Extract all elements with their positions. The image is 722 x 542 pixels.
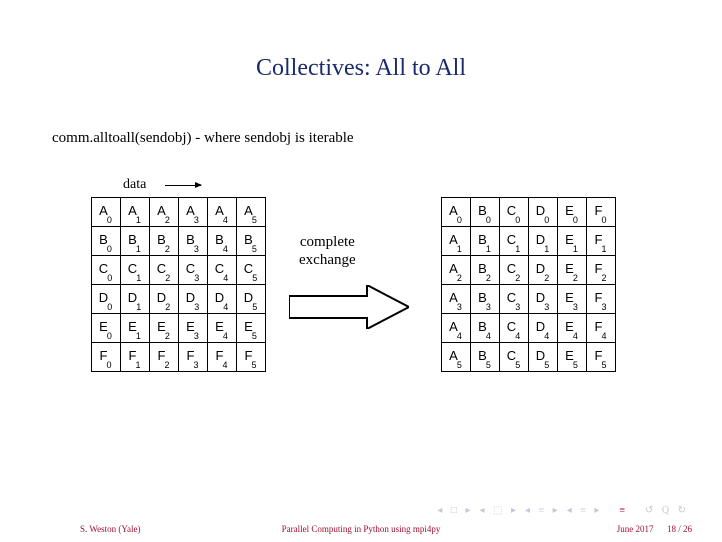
data-arrow-icon xyxy=(165,185,201,186)
grid-cell: F1 xyxy=(587,227,616,256)
grid-cell: F5 xyxy=(587,343,616,372)
grid-cell: C5 xyxy=(500,343,529,372)
grid-cell: B3 xyxy=(471,285,500,314)
grid-cell: D1 xyxy=(121,285,150,314)
grid-cell: D1 xyxy=(529,227,558,256)
grid-cell: D3 xyxy=(529,285,558,314)
grid-cell: B4 xyxy=(208,227,237,256)
grid-cell: E0 xyxy=(92,314,121,343)
grid-cell: C3 xyxy=(500,285,529,314)
grid-cell: F2 xyxy=(150,343,179,372)
grid-cell: D4 xyxy=(208,285,237,314)
exchange-arrow-icon xyxy=(289,285,409,329)
grid-cell: F2 xyxy=(587,256,616,285)
grid-cell: F1 xyxy=(121,343,150,372)
footer-center: Parallel Computing in Python using mpi4p… xyxy=(0,524,722,534)
footer-page: 18 / 26 xyxy=(667,524,692,534)
grid-cell: F0 xyxy=(587,198,616,227)
nav-icons: ◂ □ ▸◂ ⬚ ▸◂ ≡ ▸◂ ≡ ▸ ≡ ↺ Q ↻ xyxy=(434,505,692,516)
grid-cell: F3 xyxy=(587,285,616,314)
grid-cell: A1 xyxy=(121,198,150,227)
diagram: data A0A1A2A3A4A5B0B1B2B3B4B5C0C1C2C3C4C… xyxy=(61,177,661,437)
grid-cell: D2 xyxy=(529,256,558,285)
grid-cell: F0 xyxy=(92,343,121,372)
grid-cell: C0 xyxy=(500,198,529,227)
grid-cell: C4 xyxy=(500,314,529,343)
grid-cell: E4 xyxy=(208,314,237,343)
grid-cell: B5 xyxy=(237,227,266,256)
grid-cell: A4 xyxy=(208,198,237,227)
grid-cell: C2 xyxy=(150,256,179,285)
grid-cell: F3 xyxy=(179,343,208,372)
grid-cell: B2 xyxy=(150,227,179,256)
grid-cell: A1 xyxy=(442,227,471,256)
grid-cell: B1 xyxy=(471,227,500,256)
grid-cell: A2 xyxy=(442,256,471,285)
grid-cell: B5 xyxy=(471,343,500,372)
grid-cell: D5 xyxy=(529,343,558,372)
grid-cell: D0 xyxy=(92,285,121,314)
grid-cell: B0 xyxy=(471,198,500,227)
footer-date: June 2017 xyxy=(617,524,654,534)
grid-cell: D2 xyxy=(150,285,179,314)
footer-right: June 2017 18 / 26 xyxy=(617,524,692,534)
grid-cell: D0 xyxy=(529,198,558,227)
grid-cell: E0 xyxy=(558,198,587,227)
grid-cell: B3 xyxy=(179,227,208,256)
grid-cell: B0 xyxy=(92,227,121,256)
grid-cell: A0 xyxy=(442,198,471,227)
grid-cell: C3 xyxy=(179,256,208,285)
grid-cell: A2 xyxy=(150,198,179,227)
grid-cell: F5 xyxy=(237,343,266,372)
grid-cell: F4 xyxy=(208,343,237,372)
slide-description: comm.alltoall(sendobj) - where sendobj i… xyxy=(50,130,672,147)
data-label: data xyxy=(123,177,146,193)
grid-cell: D3 xyxy=(179,285,208,314)
grid-cell: A0 xyxy=(92,198,121,227)
grid-cell: E2 xyxy=(558,256,587,285)
grid-cell: B4 xyxy=(471,314,500,343)
footer: S. Weston (Yale) Parallel Computing in P… xyxy=(0,518,722,536)
slide: Collectives: All to All comm.alltoall(se… xyxy=(0,0,722,542)
grid-cell: B2 xyxy=(471,256,500,285)
grid-cell: C4 xyxy=(208,256,237,285)
grid-cell: A5 xyxy=(442,343,471,372)
exchange-label: complete exchange xyxy=(299,233,356,269)
grid-cell: B1 xyxy=(121,227,150,256)
slide-title: Collectives: All to All xyxy=(50,55,672,82)
grid-cell: F4 xyxy=(587,314,616,343)
grid-cell: A3 xyxy=(179,198,208,227)
grid-cell: C1 xyxy=(500,227,529,256)
grid-cell: C1 xyxy=(121,256,150,285)
grid-cell: E4 xyxy=(558,314,587,343)
grid-cell: E1 xyxy=(558,227,587,256)
grid-cell: C0 xyxy=(92,256,121,285)
exchange-label-line2: exchange xyxy=(299,252,356,268)
grid-cell: A3 xyxy=(442,285,471,314)
grid-cell: C2 xyxy=(500,256,529,285)
grid-cell: D4 xyxy=(529,314,558,343)
grid-cell: A4 xyxy=(442,314,471,343)
grid-cell: D5 xyxy=(237,285,266,314)
grid-right: A0B0C0D0E0F0 A1B1C1D1E1F1 A2B2C2D2E2F2 A3B3… xyxy=(441,197,616,372)
grid-cell: E2 xyxy=(150,314,179,343)
grid-left: A0A1A2A3A4A5 B0B1B2B3B4B5 C0C1C2C3C4C5 D0D1… xyxy=(91,197,266,372)
grid-cell: E1 xyxy=(121,314,150,343)
grid-cell: A5 xyxy=(237,198,266,227)
grid-cell: E3 xyxy=(179,314,208,343)
grid-cell: C5 xyxy=(237,256,266,285)
exchange-label-line1: complete xyxy=(300,234,355,250)
grid-cell: E3 xyxy=(558,285,587,314)
grid-cell: E5 xyxy=(237,314,266,343)
grid-cell: E5 xyxy=(558,343,587,372)
